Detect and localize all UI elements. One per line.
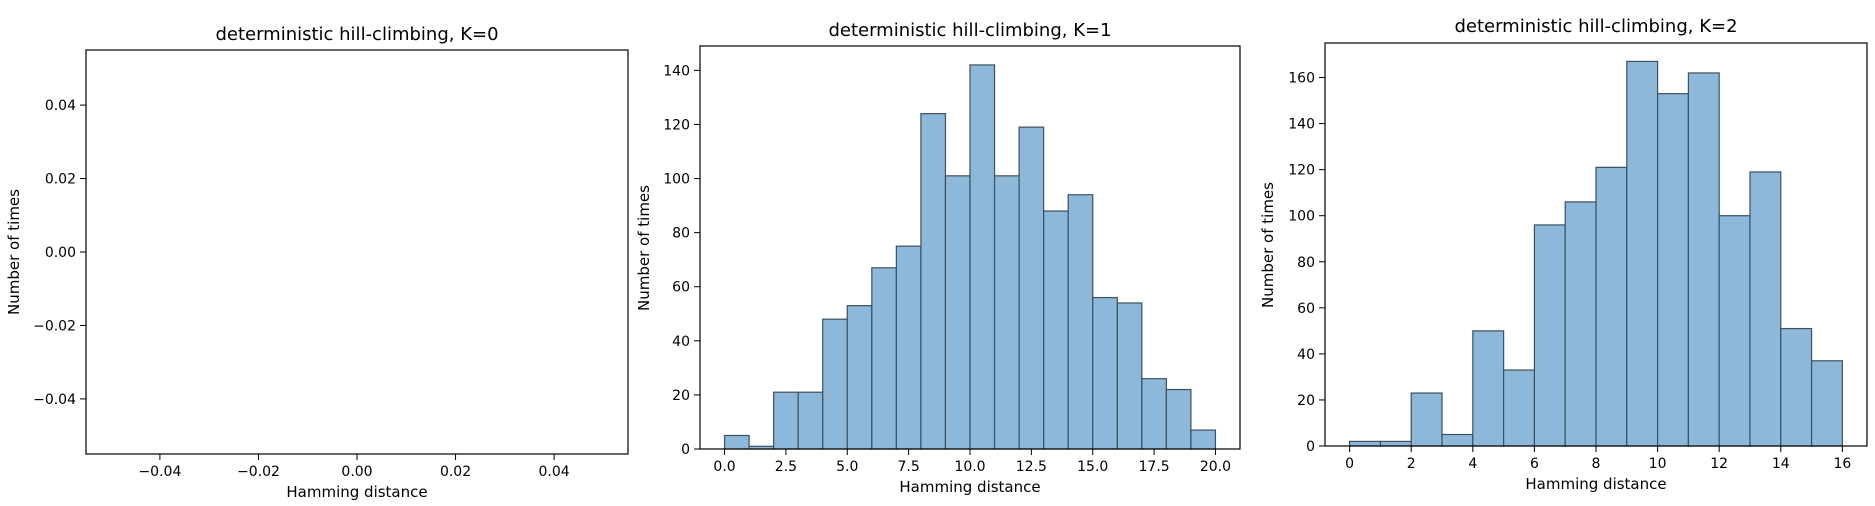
histogram-bar (1564, 201, 1597, 447)
x-tick-label: 0.04 (539, 464, 570, 480)
histogram-bar (723, 434, 750, 450)
x-tick-label: 20.0 (1200, 459, 1231, 475)
histogram-bar (969, 64, 996, 450)
histogram-bar (871, 267, 897, 450)
histogram-bar (846, 305, 873, 450)
histogram-bar (1116, 302, 1143, 450)
x-axis-label: Hamming distance (899, 478, 1040, 496)
histogram-bar (1718, 215, 1751, 447)
histogram-bar (1441, 433, 1474, 447)
x-tick-label: 10 (1649, 456, 1667, 472)
x-tick-label: 8 (1592, 456, 1601, 472)
x-tick-label: 12 (1710, 456, 1728, 472)
histogram-bar (797, 391, 824, 450)
y-tick-label: 140 (663, 63, 690, 79)
y-tick-label: 0 (681, 442, 690, 458)
y-tick-label: −0.02 (33, 318, 76, 334)
histogram-bar (1043, 210, 1069, 450)
y-tick-label: 160 (1288, 71, 1315, 87)
y-tick-label: 20 (1297, 393, 1315, 409)
y-axis-label: Number of times (635, 185, 653, 311)
x-tick-label: 0.02 (440, 464, 471, 480)
plot-frame (85, 49, 629, 455)
x-tick-label: 6 (1530, 456, 1539, 472)
histogram-bar (1749, 171, 1782, 447)
y-tick-label: 100 (1288, 209, 1315, 225)
chart-title: deterministic hill-climbing, K=2 (1454, 16, 1737, 37)
y-axis-label: Number of times (5, 189, 23, 315)
histogram-bar (920, 113, 947, 450)
chart-panel-k0: deterministic hill-climbing, K=0 −0.04 −0… (5, 24, 629, 501)
y-tick-label: 20 (672, 388, 690, 404)
chart-title: deterministic hill-climbing, K=1 (828, 20, 1111, 41)
histogram-bar (1410, 392, 1443, 447)
histogram-bar (1626, 60, 1659, 447)
x-axis-label: Hamming distance (1525, 475, 1666, 493)
histogram-bar (1533, 224, 1566, 447)
histogram-bar (1018, 126, 1045, 450)
x-tick-label: 7.5 (898, 459, 920, 475)
x-tick-label: 0 (1345, 456, 1354, 472)
x-axis-label: Hamming distance (286, 483, 427, 501)
histogram-bar (773, 391, 799, 450)
y-tick-label: −0.04 (33, 392, 76, 408)
y-tick-label: 40 (1297, 347, 1315, 363)
y-axis-label: Number of times (1259, 182, 1277, 308)
histogram-bar (1092, 296, 1118, 450)
y-tick-label: 140 (1288, 117, 1315, 133)
x-tick-label: 15.0 (1077, 459, 1108, 475)
histogram-bar (895, 245, 922, 450)
chart-title: deterministic hill-climbing, K=0 (215, 24, 498, 45)
y-tick-label: 0 (1306, 439, 1315, 455)
chart-panel-k2: deterministic hill-climbing, K=2 0204060… (1259, 16, 1868, 493)
x-tick-label: 5.0 (836, 459, 858, 475)
histogram-bar (1067, 194, 1094, 450)
histogram-bar (1165, 388, 1192, 450)
y-tick-label: 120 (663, 117, 690, 133)
histogram-bar (1503, 369, 1536, 447)
y-tick-label: 60 (1297, 301, 1315, 317)
y-tick-label: 80 (1297, 255, 1315, 271)
histogram-bar (1349, 440, 1382, 447)
x-tick-label: 10.0 (954, 459, 985, 475)
x-tick-label: 16 (1833, 456, 1851, 472)
histogram-bar (1472, 330, 1505, 447)
x-tick-label: 0.0 (713, 459, 735, 475)
y-tick-label: 120 (1288, 163, 1315, 179)
y-tick-label: 100 (663, 172, 690, 188)
y-tick-label: 0.02 (45, 172, 76, 188)
x-tick-label: 0.00 (341, 464, 372, 480)
x-tick-label: 2 (1407, 456, 1416, 472)
histogram-bar (1595, 166, 1628, 447)
y-tick-label: 40 (672, 334, 690, 350)
histogram-bar (1780, 327, 1813, 447)
histogram-bar (822, 318, 848, 450)
y-tick-label: 0.00 (45, 245, 76, 261)
x-tick-label: 4 (1468, 456, 1477, 472)
x-tick-label: 17.5 (1139, 459, 1170, 475)
x-tick-label: 2.5 (775, 459, 797, 475)
y-tick-label: 60 (672, 280, 690, 296)
histogram-bar (1687, 72, 1720, 447)
x-tick-label: 14 (1772, 456, 1790, 472)
histogram-bar (993, 175, 1020, 450)
histogram-bar (1656, 93, 1689, 447)
histogram-bar (1141, 378, 1167, 450)
x-tick-label: 12.5 (1016, 459, 1047, 475)
y-tick-label: 0.04 (45, 98, 76, 114)
histogram-bar (1190, 429, 1217, 450)
histogram-bar (1810, 360, 1843, 447)
histogram-bar (944, 175, 971, 450)
chart-panel-k1: deterministic hill-climbing, K=1 0 20 40 60… (635, 20, 1241, 496)
x-tick-label: −0.04 (138, 464, 181, 480)
y-tick-label: 80 (672, 226, 690, 242)
x-tick-label: −0.02 (237, 464, 280, 480)
histogram-bar (1379, 440, 1412, 447)
